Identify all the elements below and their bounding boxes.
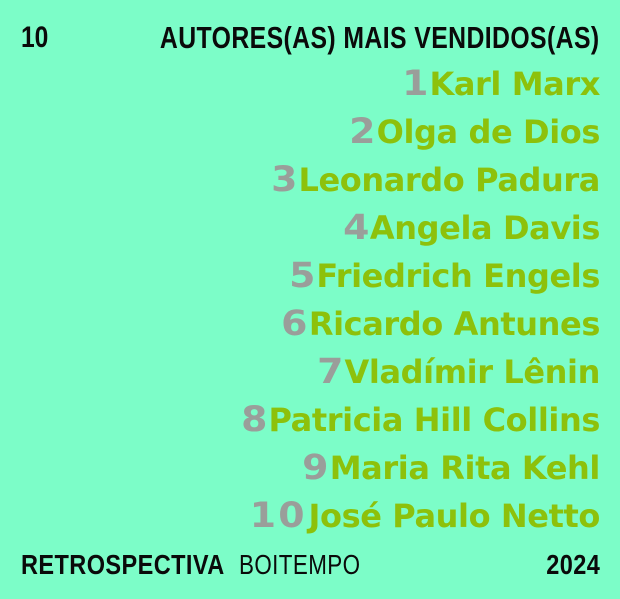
rank-number: 4 — [342, 208, 369, 248]
header-count: 10 — [21, 21, 49, 54]
rank-number: 7 — [317, 352, 343, 392]
rank-number: 6 — [281, 304, 308, 344]
list-item: 9 Maria Rita Kehl — [0, 444, 620, 492]
rank-number: 9 — [302, 448, 329, 488]
footer-brand: RETROSPECTIVA — [21, 549, 225, 580]
rank-number: 2 — [349, 112, 375, 152]
ranking-list: 1 Karl Marx 2 Olga de Dios 3 Leonardo Pa… — [0, 60, 620, 540]
author-name: Karl Marx — [429, 65, 600, 103]
list-item: 1 Karl Marx — [0, 60, 620, 108]
page-title: AUTORES(AS) MAIS VENDIDOS(AS) — [160, 20, 600, 55]
list-item: 10 José Paulo Netto — [0, 492, 620, 540]
author-name: Patricia Hill Collins — [268, 401, 600, 439]
list-item: 3 Leonardo Padura — [0, 156, 620, 204]
list-item: 5 Friedrich Engels — [0, 252, 620, 300]
author-name: Leonardo Padura — [298, 161, 600, 199]
rank-number: 5 — [289, 256, 315, 296]
author-name: Angela Davis — [369, 209, 600, 247]
rank-number: 8 — [241, 400, 267, 440]
poster-footer: RETROSPECTIVA BOITEMPO 2024 — [0, 548, 620, 582]
list-item: 8 Patricia Hill Collins — [0, 396, 620, 444]
poster-header: 10 AUTORES(AS) MAIS VENDIDOS(AS) — [0, 18, 620, 58]
list-item: 4 Angela Davis — [0, 204, 620, 252]
rank-number: 10 — [249, 496, 307, 536]
author-name: José Paulo Netto — [308, 497, 600, 535]
list-item: 2 Olga de Dios — [0, 108, 620, 156]
list-item: 6 Ricardo Antunes — [0, 300, 620, 348]
author-name: Olga de Dios — [376, 113, 601, 151]
footer-year: 2024 — [545, 549, 600, 580]
author-name: Friedrich Engels — [316, 257, 600, 295]
list-item: 7 Vladímir Lênin — [0, 348, 620, 396]
footer-publisher: BOITEMPO — [239, 549, 361, 580]
rank-number: 3 — [271, 160, 297, 200]
author-name: Vladímir Lênin — [344, 353, 601, 391]
author-name: Ricardo Antunes — [308, 305, 601, 343]
rank-number: 1 — [402, 64, 428, 104]
footer-brand-group: RETROSPECTIVA BOITEMPO — [21, 548, 393, 582]
author-name: Maria Rita Kehl — [329, 449, 601, 487]
